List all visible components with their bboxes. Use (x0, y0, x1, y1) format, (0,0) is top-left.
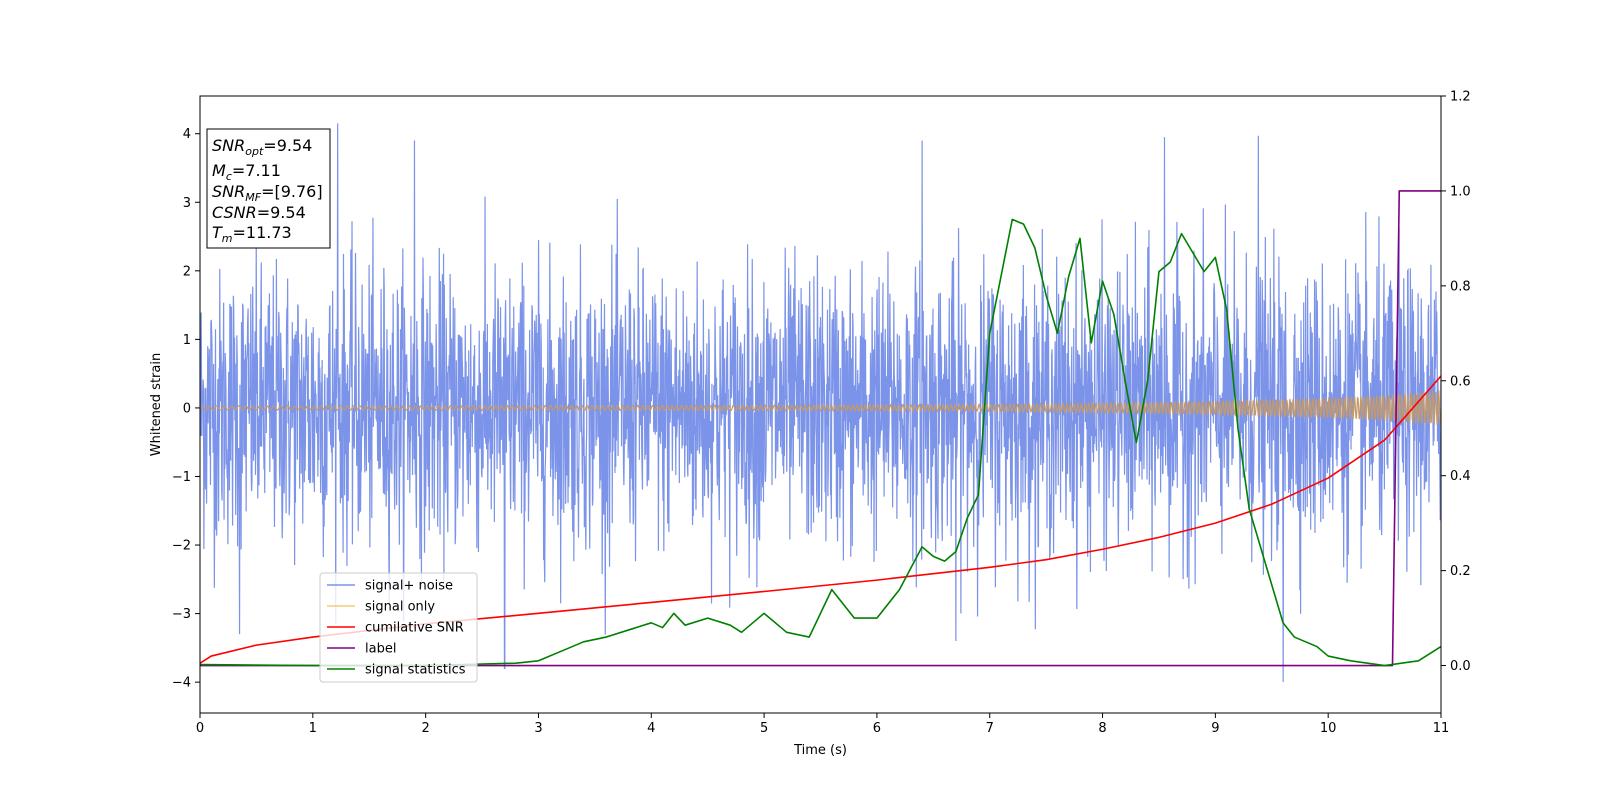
signal-noise-series (200, 123, 1441, 683)
y-right-tick-label: 1.2 (1450, 90, 1471, 105)
x-tick-label: 1 (309, 721, 317, 736)
annotation-subscript: opt (245, 145, 264, 158)
annotation-symbol: M (212, 161, 226, 180)
x-tick-label: 3 (534, 721, 542, 736)
annotation-symbol: CSNR (212, 203, 257, 222)
x-tick-label: 5 (760, 721, 768, 736)
y-left-tick-label: 3 (183, 196, 191, 211)
y-right-tick-label: 0.6 (1450, 374, 1471, 389)
annotation-subscript: MF (245, 191, 261, 204)
x-tick-label: 7 (986, 721, 994, 736)
annotation-value: =9.54 (263, 136, 312, 155)
x-tick-label: 9 (1211, 721, 1219, 736)
annotation-line: Mc=7.11 (212, 161, 281, 183)
annotation-line: Tm=11.73 (212, 223, 292, 245)
metrics-annotation-box: SNRopt=9.54Mc=7.11SNRMF=[9.76]CSNR=9.54T… (206, 128, 331, 249)
y-left-tick-label: −4 (172, 676, 191, 691)
y-left-tick-label: 2 (183, 264, 191, 279)
annotation-line: CSNR=9.54 (212, 203, 306, 222)
y-right-tick-label: 0.4 (1450, 469, 1471, 484)
y-axis-right: 0.0 0.2 0.4 0.6 0.8 1.0 1.2 (1441, 90, 1471, 674)
y-left-tick-label: −1 (172, 470, 191, 485)
y-right-tick-label: 1.0 (1450, 184, 1471, 199)
y-axis-left: −4 −3 −2 −1 0 1 2 3 4 (172, 127, 200, 691)
signal-statistics-line (200, 218, 1441, 667)
annotation-value: =[9.76] (261, 182, 323, 201)
plot-frame (199, 95, 1442, 714)
x-axis: 0 1 2 3 4 5 6 7 8 9 10 11 (196, 713, 1449, 736)
annotation-subscript: m (222, 232, 233, 245)
legend-label: signal only (365, 600, 435, 615)
legend-label: signal+ noise (365, 579, 453, 594)
x-tick-label: 4 (647, 721, 655, 736)
legend-label: signal statistics (365, 663, 466, 678)
signal-noise-line (200, 123, 1441, 683)
signal-only-line (200, 390, 1441, 425)
annotation-value: =9.54 (257, 203, 306, 222)
legend-frame (319, 572, 478, 683)
y-axis-label: Whitened strain (149, 353, 164, 456)
annotation-symbol: T (212, 223, 223, 242)
y-left-tick-label: 4 (183, 127, 191, 142)
y-right-tick-label: 0.0 (1450, 659, 1471, 674)
y-right-tick-label: 0.2 (1450, 564, 1471, 579)
annotation-value: =7.11 (232, 161, 281, 180)
x-tick-label: 10 (1320, 721, 1337, 736)
annotation-value: =11.73 (233, 223, 292, 242)
signal-only-series (200, 390, 1441, 425)
annotation-line: SNRopt=9.54 (212, 136, 312, 158)
x-tick-label: 6 (873, 721, 881, 736)
label-line (200, 190, 1441, 667)
x-tick-label: 0 (196, 721, 204, 736)
cumulative-snr-line (200, 375, 1441, 664)
x-tick-label: 8 (1098, 721, 1106, 736)
x-axis-label: Time (s) (793, 743, 847, 758)
y-left-tick-label: −3 (172, 607, 191, 622)
x-tick-label: 11 (1433, 721, 1450, 736)
annotation-line: SNRMF=[9.76] (212, 182, 323, 204)
legend: signal+ noise signal only cumilative SNR la… (319, 572, 478, 683)
line-series-group (200, 190, 1441, 667)
y-left-tick-label: 1 (183, 333, 191, 348)
legend-label: cumilative SNR (365, 621, 464, 636)
annotation-frame (206, 128, 331, 249)
x-tick-label: 2 (421, 721, 429, 736)
y-left-tick-label: −2 (172, 539, 191, 554)
y-right-tick-label: 0.8 (1450, 279, 1471, 294)
y-left-tick-label: 0 (183, 401, 191, 416)
legend-label: label (365, 642, 396, 657)
annotation-subscript: c (226, 170, 232, 183)
annotation-symbol: SNR (212, 136, 245, 155)
annotation-symbol: SNR (212, 182, 245, 201)
